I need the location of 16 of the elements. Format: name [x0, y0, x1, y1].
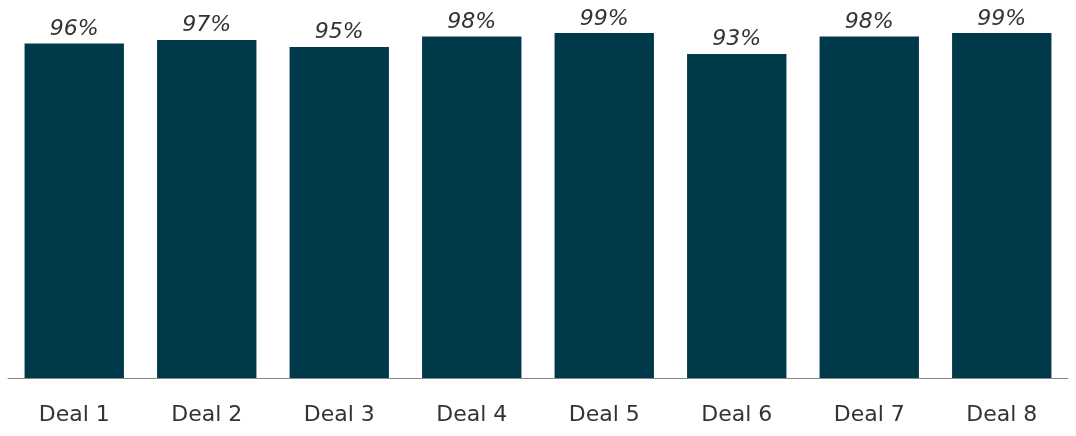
data-label: 99%	[579, 4, 629, 30]
data-label: 98%	[447, 7, 497, 33]
x-tick-label: Deal 6	[701, 400, 773, 426]
x-tick-label: Deal 3	[303, 400, 375, 426]
x-tick-label: Deal 1	[38, 400, 110, 426]
data-label: 97%	[182, 11, 232, 37]
data-label: 99%	[977, 4, 1027, 30]
data-label: 96%	[49, 14, 99, 40]
x-tick-label: Deal 8	[966, 400, 1038, 426]
x-tick-label: Deal 5	[568, 400, 640, 426]
data-label: 98%	[844, 7, 894, 33]
x-tick-label: Deal 7	[833, 400, 905, 426]
data-label: 93%	[712, 25, 762, 51]
data-label: 95%	[314, 18, 364, 44]
x-tick-label: Deal 2	[171, 400, 243, 426]
x-tick-label: Deal 4	[436, 400, 508, 426]
